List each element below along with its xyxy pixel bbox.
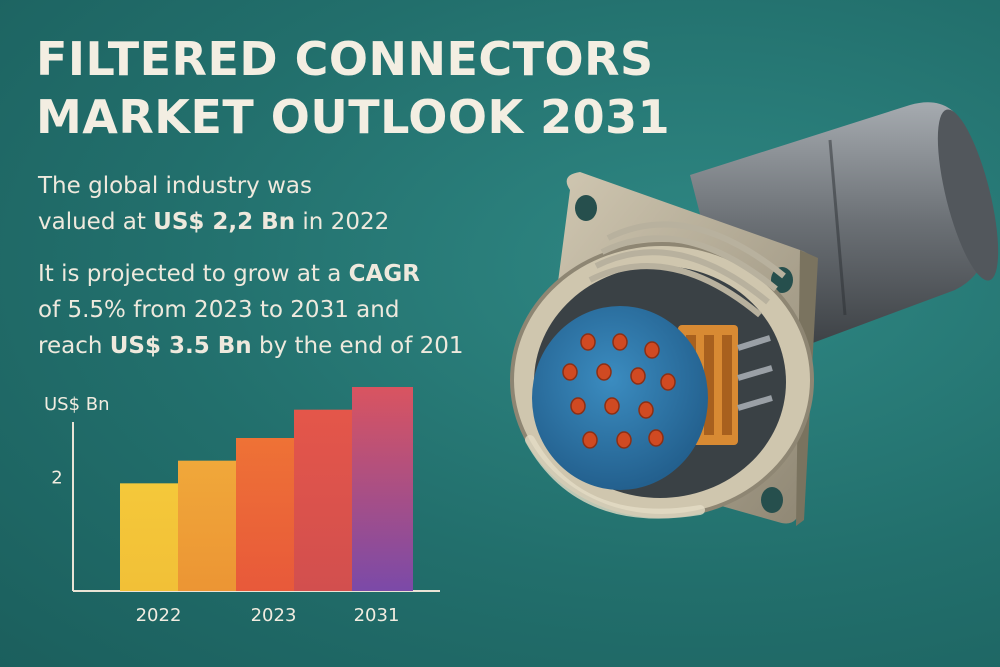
x-tick-label-2031: 2031 <box>354 605 400 626</box>
bar-1 <box>120 483 181 591</box>
page-title: FILTERED CONNECTORS MARKET OUTLOOK 2031 <box>36 30 670 146</box>
pin-insert <box>532 306 708 490</box>
title-line-1: FILTERED CONNECTORS <box>36 32 654 86</box>
y-axis-label: US$ Bn <box>44 394 110 415</box>
market-value-text: The global industry was valued at US$ 2,… <box>38 168 389 240</box>
bar-3 <box>236 438 297 591</box>
bar-5 <box>352 387 413 591</box>
bar-2 <box>178 460 239 591</box>
projection-line-2: of 5.5% from 2023 to 2031 and <box>38 297 400 323</box>
forecast-value-emphasis: US$ 3.5 Bn <box>109 333 252 359</box>
x-tick-label-2022: 2022 <box>136 605 182 626</box>
market-size-chart: US$ Bn 2 2022 2023 2031 <box>44 387 440 626</box>
cagr-emphasis: CAGR <box>348 261 420 287</box>
projection-line-1: It is projected to grow at a CAGR <box>38 261 420 287</box>
title-line-2: MARKET OUTLOOK 2031 <box>36 90 671 144</box>
y-tick-label: 2 <box>51 468 62 489</box>
market-value-line-1: The global industry was <box>38 173 312 199</box>
contact-pins <box>562 333 676 449</box>
market-value-emphasis: US$ 2,2 Bn <box>153 209 296 235</box>
thread-rings <box>588 221 786 318</box>
x-tick-label-2023: 2023 <box>251 605 297 626</box>
market-value-line-2: valued at US$ 2,2 Bn in 2022 <box>38 209 390 235</box>
bar-4 <box>294 409 355 591</box>
connector-icon <box>510 102 999 526</box>
projection-line-3: reach US$ 3.5 Bn by the end of 201 <box>38 333 464 359</box>
projection-text: It is projected to grow at a CAGR of 5.5… <box>38 256 464 364</box>
